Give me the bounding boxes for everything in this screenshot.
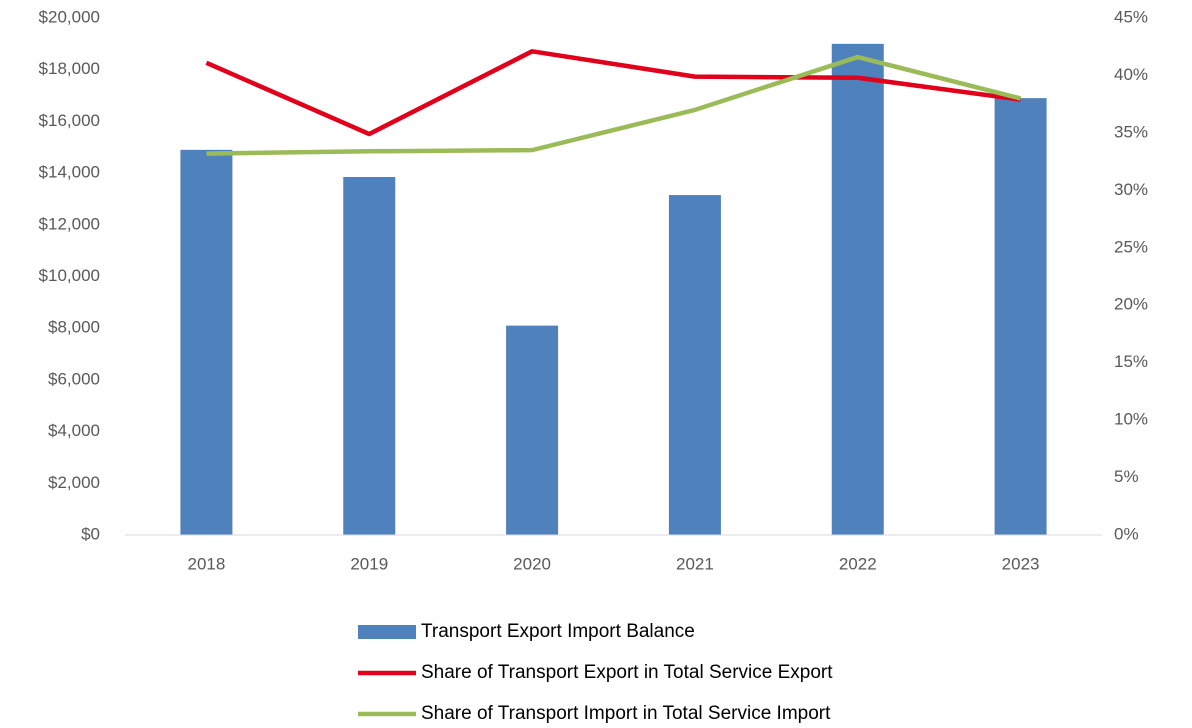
x-tick-label: 2019 bbox=[350, 554, 388, 573]
x-tick-label: 2021 bbox=[676, 554, 714, 573]
y2-tick-label: 25% bbox=[1114, 237, 1148, 256]
y2-tick-label: 40% bbox=[1114, 65, 1148, 84]
x-tick-label: 2018 bbox=[188, 554, 226, 573]
legend-label: Transport Export Import Balance bbox=[421, 621, 695, 642]
bar bbox=[831, 43, 884, 535]
y-tick-label: $2,000 bbox=[48, 473, 100, 492]
y-tick-label: $0 bbox=[81, 524, 100, 543]
bar bbox=[994, 98, 1047, 535]
bar bbox=[343, 176, 396, 536]
y-tick-label: $16,000 bbox=[39, 111, 100, 130]
y2-tick-label: 30% bbox=[1114, 180, 1148, 199]
x-tick-label: 2023 bbox=[1002, 554, 1040, 573]
y2-tick-label: 35% bbox=[1114, 122, 1148, 141]
y2-tick-label: 0% bbox=[1114, 524, 1139, 543]
y-tick-label: $20,000 bbox=[39, 7, 100, 26]
line bbox=[205, 49, 1021, 137]
legend-label: Share of Transport Import in Total Servi… bbox=[421, 703, 831, 724]
y-tick-label: $12,000 bbox=[39, 214, 100, 233]
y-tick-label: $8,000 bbox=[48, 318, 100, 337]
y-tick-label: $4,000 bbox=[48, 421, 100, 440]
y-tick-label: $14,000 bbox=[39, 163, 100, 182]
bar bbox=[668, 195, 721, 535]
bar bbox=[506, 325, 559, 535]
y2-tick-label: 45% bbox=[1114, 7, 1148, 26]
legend-label: Share of Transport Export in Total Servi… bbox=[421, 662, 833, 683]
line bbox=[206, 54, 1022, 156]
legend-marker bbox=[358, 625, 416, 639]
y2-tick-label: 20% bbox=[1114, 295, 1148, 314]
y2-tick-label: 5% bbox=[1114, 467, 1139, 486]
y-tick-label: $10,000 bbox=[39, 266, 100, 285]
bar bbox=[180, 149, 233, 535]
x-tick-label: 2022 bbox=[839, 554, 877, 573]
y2-tick-label: 10% bbox=[1114, 410, 1148, 429]
x-tick-label: 2020 bbox=[513, 554, 551, 573]
y-tick-label: $6,000 bbox=[48, 369, 100, 388]
y-tick-label: $18,000 bbox=[39, 59, 100, 78]
y2-tick-label: 15% bbox=[1114, 352, 1148, 371]
